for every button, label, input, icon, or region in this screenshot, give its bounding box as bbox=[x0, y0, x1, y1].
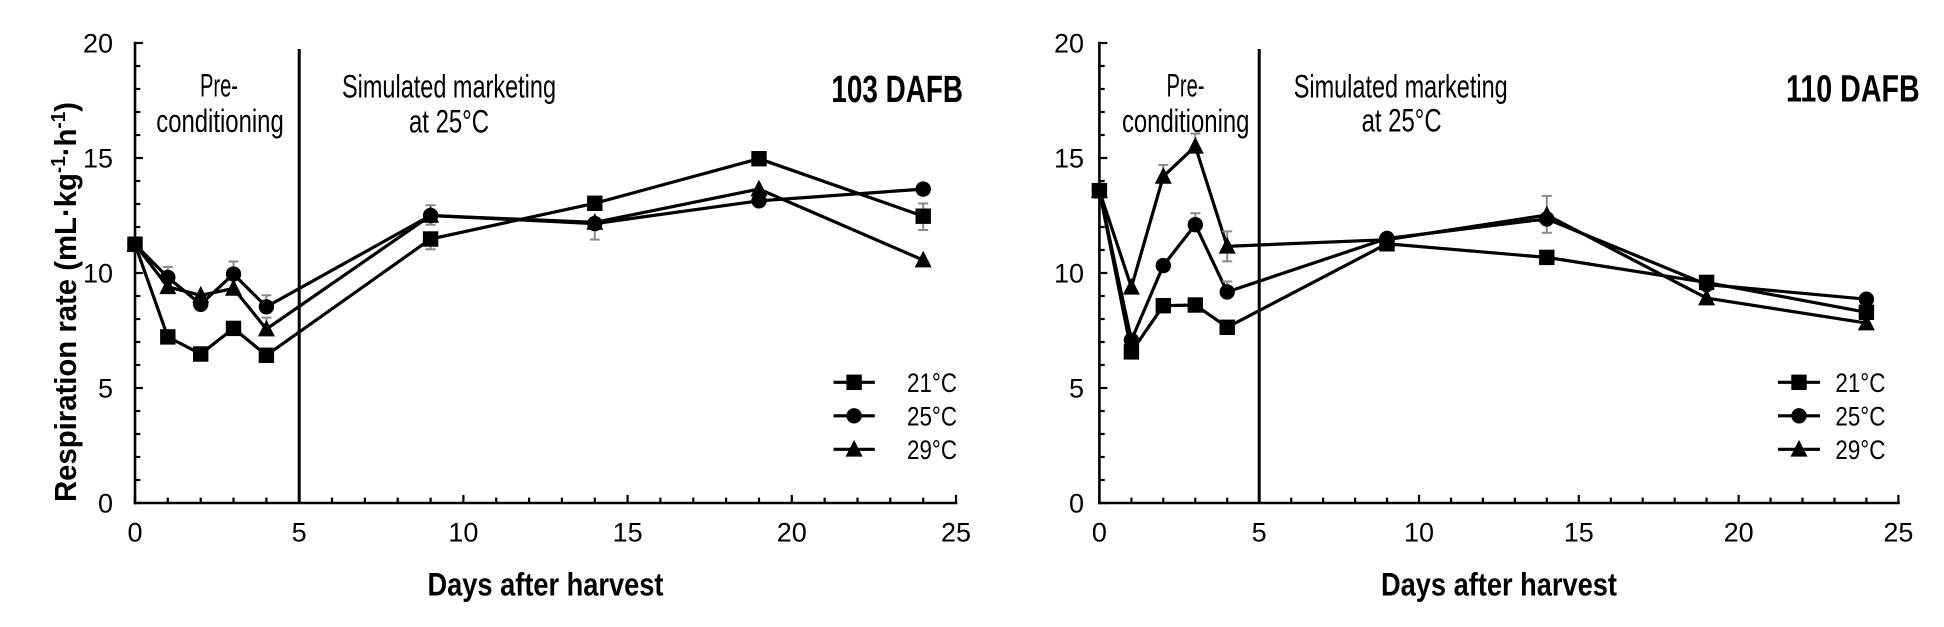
svg-text:25: 25 bbox=[941, 518, 971, 548]
svg-text:5: 5 bbox=[292, 518, 307, 548]
svg-text:at 25°C: at 25°C bbox=[1362, 103, 1442, 139]
svg-text:10: 10 bbox=[83, 259, 113, 289]
svg-text:20: 20 bbox=[1724, 518, 1754, 548]
svg-text:15: 15 bbox=[1564, 518, 1594, 548]
svg-text:conditioning: conditioning bbox=[1122, 103, 1250, 139]
svg-text:at 25°C: at 25°C bbox=[409, 103, 489, 139]
svg-text:Pre-: Pre- bbox=[200, 68, 238, 104]
svg-text:15: 15 bbox=[83, 144, 113, 174]
svg-text:29°C: 29°C bbox=[907, 435, 957, 465]
svg-text:15: 15 bbox=[1054, 144, 1084, 174]
svg-text:5: 5 bbox=[98, 374, 113, 404]
svg-text:21°C: 21°C bbox=[1835, 368, 1885, 398]
svg-text:20: 20 bbox=[777, 518, 807, 548]
svg-text:25°C: 25°C bbox=[1835, 401, 1885, 431]
svg-text:20: 20 bbox=[83, 29, 113, 59]
svg-text:10: 10 bbox=[1404, 518, 1434, 548]
svg-text:Simulated marketing: Simulated marketing bbox=[1294, 69, 1508, 105]
svg-text:0: 0 bbox=[127, 518, 142, 548]
svg-text:20: 20 bbox=[1054, 29, 1084, 59]
svg-text:Days after harvest: Days after harvest bbox=[1381, 566, 1617, 602]
svg-text:29°C: 29°C bbox=[1835, 435, 1885, 465]
svg-text:25: 25 bbox=[1883, 518, 1913, 548]
svg-text:110 DAFB: 110 DAFB bbox=[1786, 68, 1920, 110]
svg-text:10: 10 bbox=[448, 518, 478, 548]
svg-text:10: 10 bbox=[1054, 259, 1084, 289]
svg-text:21°C: 21°C bbox=[907, 368, 957, 398]
svg-text:0: 0 bbox=[1069, 489, 1084, 519]
svg-text:Simulated marketing: Simulated marketing bbox=[342, 68, 556, 104]
svg-text:Pre-: Pre- bbox=[1167, 68, 1205, 104]
svg-text:5: 5 bbox=[1069, 374, 1084, 404]
svg-text:15: 15 bbox=[613, 518, 643, 548]
svg-text:Days after harvest: Days after harvest bbox=[428, 566, 664, 602]
svg-text:103 DAFB: 103 DAFB bbox=[831, 69, 963, 111]
svg-text:0: 0 bbox=[98, 489, 113, 519]
svg-text:0: 0 bbox=[1092, 518, 1107, 548]
svg-text:conditioning: conditioning bbox=[156, 103, 284, 139]
svg-text:5: 5 bbox=[1252, 518, 1267, 548]
svg-text:25°C: 25°C bbox=[907, 401, 957, 431]
